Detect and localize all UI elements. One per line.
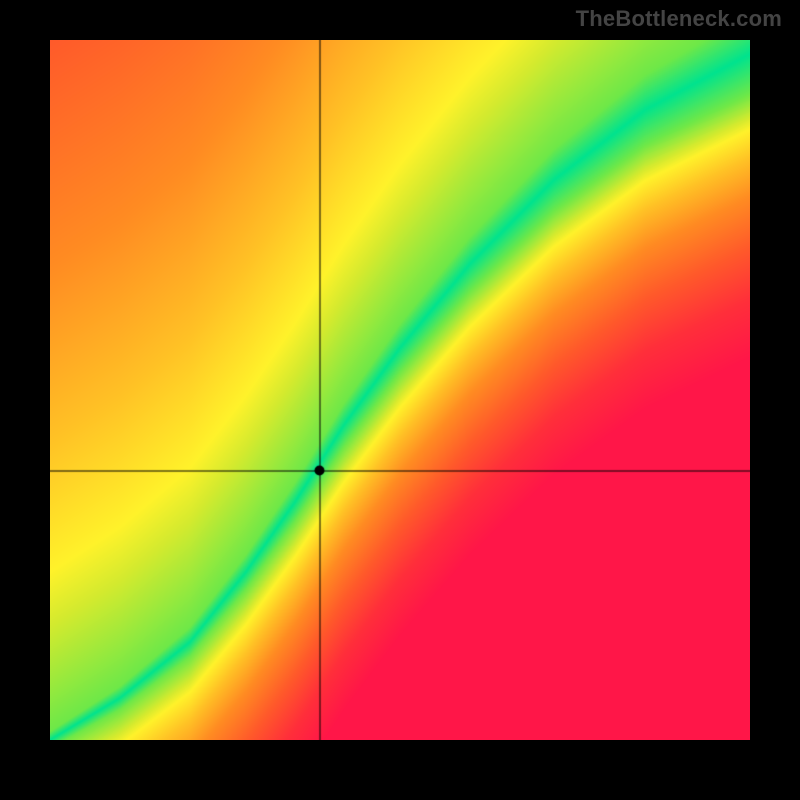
watermark: TheBottleneck.com	[576, 6, 782, 32]
bottleneck-heatmap	[50, 40, 750, 740]
chart-container: TheBottleneck.com	[0, 0, 800, 800]
